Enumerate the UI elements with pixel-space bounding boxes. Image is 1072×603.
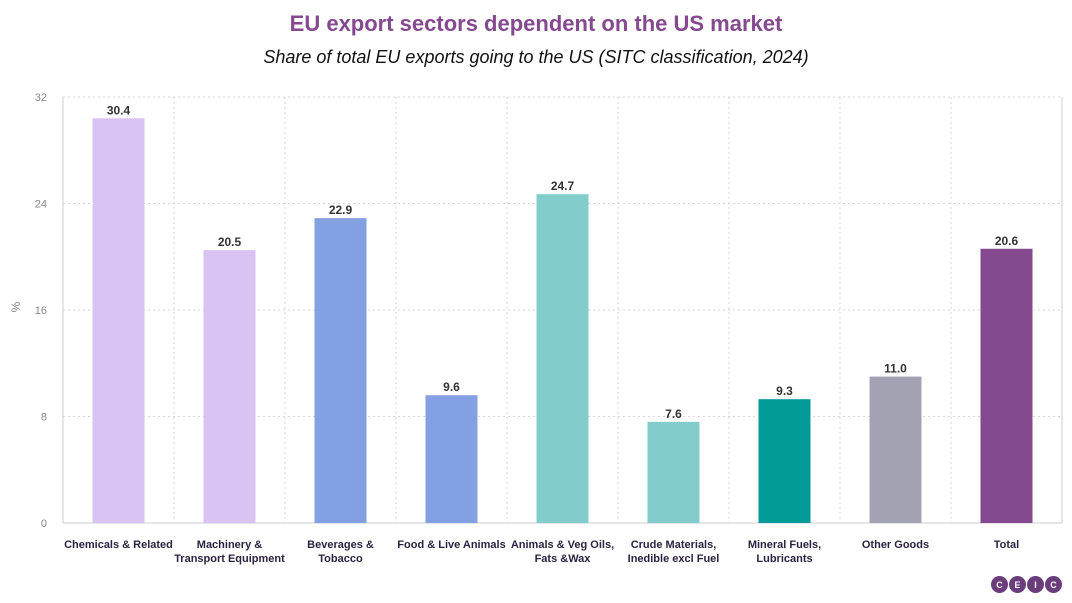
y-tick-label: 8 xyxy=(41,412,47,424)
logo-letter: E xyxy=(1009,576,1026,593)
bar xyxy=(758,399,811,523)
bar-value-label: 9.3 xyxy=(776,384,793,398)
bar xyxy=(92,118,145,524)
y-tick-label: 16 xyxy=(35,305,47,317)
x-tick-label: Food & Live Animals xyxy=(396,538,508,552)
x-tick-label-line: Lubricants xyxy=(756,553,813,565)
bar xyxy=(203,250,256,523)
bar xyxy=(647,421,700,523)
bar-value-label: 7.6 xyxy=(665,407,682,421)
x-tick-label-line: Animals & Veg Oils, xyxy=(510,539,615,551)
ceic-logo: C E I C xyxy=(990,576,1062,593)
bar xyxy=(425,395,478,523)
x-tick-label-line: Tobacco xyxy=(318,553,363,565)
y-tick-label: 32 xyxy=(35,92,47,104)
x-tick-label-line: Machinery & xyxy=(196,539,263,551)
x-tick-label-line: Inedible excl Fuel xyxy=(627,553,720,565)
logo-letter: C xyxy=(991,576,1008,593)
bar-value-label: 11.0 xyxy=(884,362,907,376)
bar xyxy=(536,194,589,523)
x-tick-label: Beverages & Tobacco xyxy=(285,538,397,566)
x-tick-label: Chemicals & Related xyxy=(63,538,175,552)
x-tick-label-line: Other Goods xyxy=(861,539,930,551)
bar xyxy=(980,248,1033,523)
chart-title: EU export sectors dependent on the US ma… xyxy=(289,11,783,36)
y-tick-label: 0 xyxy=(41,518,47,530)
x-tick-label-line: Food & Live Animals xyxy=(397,539,506,551)
x-tick-label: Other Goods xyxy=(840,538,952,552)
bar-value-label: 20.6 xyxy=(995,234,1019,248)
logo-letter: I xyxy=(1027,576,1044,593)
x-tick-label-line: Total xyxy=(993,539,1020,551)
chart-subtitle: Share of total EU exports going to the U… xyxy=(263,47,809,67)
x-tick-label-line: Beverages & xyxy=(307,539,374,551)
bar-value-label: 22.9 xyxy=(329,203,353,217)
x-tick-label-line: Crude Materials, xyxy=(630,539,717,551)
x-tick-label-line: Fats &Wax xyxy=(534,553,591,565)
bar xyxy=(314,218,367,524)
bar-value-label: 24.7 xyxy=(551,179,575,193)
x-tick-label: Machinery & Transport Equipment xyxy=(174,538,286,566)
x-tick-label-line: Chemicals & Related xyxy=(64,539,173,551)
x-tick-label-line: Mineral Fuels, xyxy=(747,539,822,551)
bar-value-label: 20.5 xyxy=(218,235,242,249)
y-tick-label: 24 xyxy=(35,199,47,211)
x-tick-label: Crude Materials, Inedible excl Fuel xyxy=(618,538,730,566)
bar-value-label: 30.4 xyxy=(107,103,131,117)
x-tick-label: Mineral Fuels, Lubricants xyxy=(729,538,841,566)
x-tick-label: Animals & Veg Oils, Fats &Wax xyxy=(507,538,619,566)
x-tick-label: Total xyxy=(951,538,1063,552)
logo-letter: C xyxy=(1045,576,1062,593)
x-tick-label-line: Transport Equipment xyxy=(174,553,285,565)
bar-value-label: 9.6 xyxy=(443,380,460,394)
bar xyxy=(869,376,922,523)
